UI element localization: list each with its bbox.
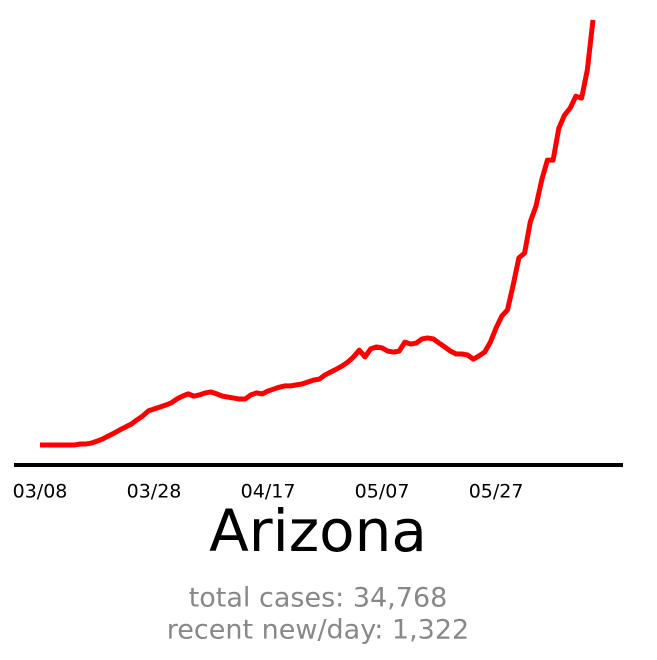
recent-new-per-day: recent new/day: 1,322: [167, 615, 469, 646]
x-tick-label: 04/17: [241, 481, 296, 503]
x-tick-label: 05/27: [469, 481, 524, 503]
x-tick-label: 05/07: [355, 481, 410, 503]
x-tick-label: 03/28: [127, 481, 182, 503]
x-tick-label: 03/08: [13, 481, 68, 503]
total-cases: total cases: 34,768: [189, 583, 448, 614]
data-line: [40, 19, 596, 448]
chart-title: Arizona: [209, 497, 427, 565]
